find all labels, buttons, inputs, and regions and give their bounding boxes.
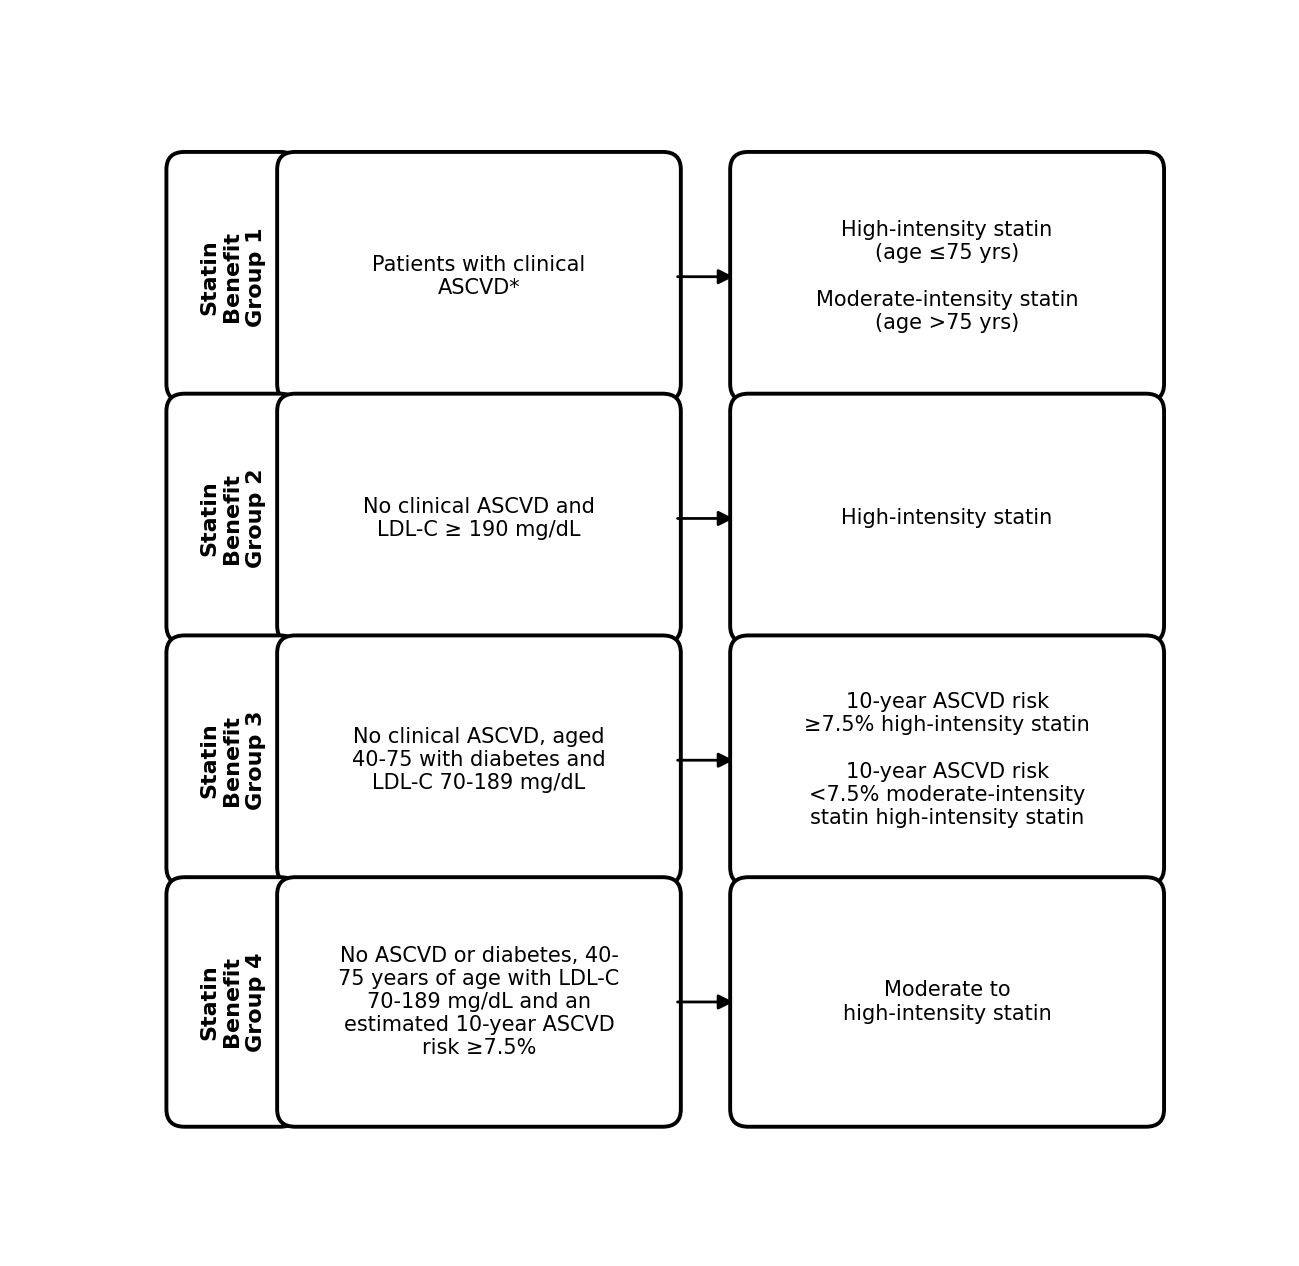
Text: High-intensity statin: High-intensity statin	[842, 509, 1052, 528]
Text: High-intensity statin
(age ≤75 yrs)

Moderate-intensity statin
(age >75 yrs): High-intensity statin (age ≤75 yrs) Mode…	[816, 220, 1078, 333]
Text: Statin
Benefit
Group 1: Statin Benefit Group 1	[199, 227, 265, 327]
FancyBboxPatch shape	[166, 152, 299, 401]
FancyBboxPatch shape	[166, 394, 299, 643]
FancyBboxPatch shape	[730, 394, 1164, 643]
FancyBboxPatch shape	[166, 636, 299, 885]
Text: Statin
Benefit
Group 4: Statin Benefit Group 4	[199, 952, 265, 1052]
FancyBboxPatch shape	[277, 877, 681, 1127]
Text: 10-year ASCVD risk
≥7.5% high-intensity statin

10-year ASCVD risk
<7.5% moderat: 10-year ASCVD risk ≥7.5% high-intensity …	[804, 693, 1090, 828]
Text: Moderate to
high-intensity statin: Moderate to high-intensity statin	[843, 980, 1051, 1024]
FancyBboxPatch shape	[730, 636, 1164, 885]
Text: Statin
Benefit
Group 2: Statin Benefit Group 2	[199, 468, 265, 568]
FancyBboxPatch shape	[277, 394, 681, 643]
FancyBboxPatch shape	[277, 636, 681, 885]
FancyBboxPatch shape	[730, 152, 1164, 401]
Text: Patients with clinical
ASCVD*: Patients with clinical ASCVD*	[373, 254, 586, 299]
Text: No ASCVD or diabetes, 40-
75 years of age with LDL-C
70-189 mg/dL and an
estimat: No ASCVD or diabetes, 40- 75 years of ag…	[338, 946, 620, 1058]
Text: No clinical ASCVD and
LDL-C ≥ 190 mg/dL: No clinical ASCVD and LDL-C ≥ 190 mg/dL	[362, 496, 595, 541]
Text: No clinical ASCVD, aged
40-75 with diabetes and
LDL-C 70-189 mg/dL: No clinical ASCVD, aged 40-75 with diabe…	[352, 727, 605, 794]
FancyBboxPatch shape	[166, 877, 299, 1127]
Text: Statin
Benefit
Group 3: Statin Benefit Group 3	[199, 710, 265, 810]
FancyBboxPatch shape	[730, 877, 1164, 1127]
FancyBboxPatch shape	[277, 152, 681, 401]
